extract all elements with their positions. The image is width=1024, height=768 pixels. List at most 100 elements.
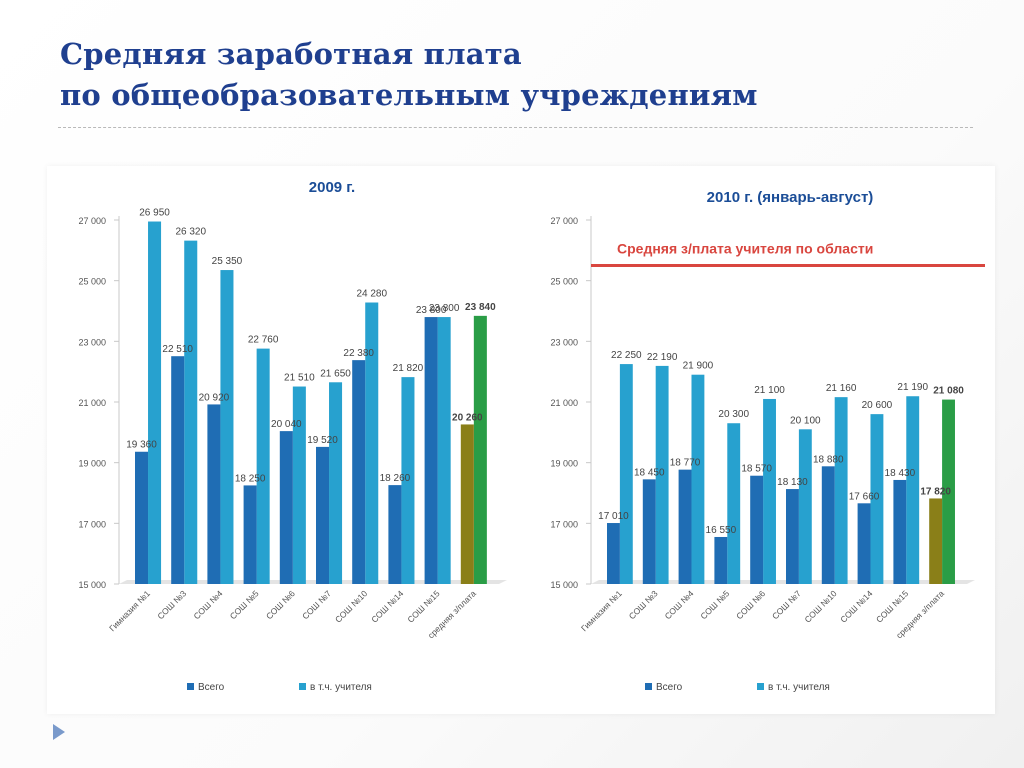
data-label-teachers-2009: 22 760 [248, 335, 279, 346]
bar-total-2009 [171, 356, 185, 584]
slide-title: Средняя заработная плата по общеобразова… [60, 34, 758, 116]
y-tick-label-2010: 15 000 [550, 580, 578, 590]
data-label-total-2010: 17 820 [920, 486, 951, 497]
data-label-teachers-2010: 22 190 [647, 352, 678, 363]
title-divider [58, 127, 973, 128]
data-label-teachers-2010: 21 100 [754, 385, 785, 396]
data-label-total-2009: 20 040 [271, 419, 302, 430]
bar-teachers-2010 [727, 423, 741, 584]
data-label-teachers-2010: 20 300 [718, 409, 749, 420]
data-label-teachers-2009: 24 280 [356, 289, 387, 300]
bar-teachers-2010 [691, 374, 705, 584]
data-label-teachers-2010: 20 600 [862, 400, 893, 411]
y-tick-label-2010: 19 000 [550, 459, 578, 469]
bar-total-2009 [279, 431, 293, 584]
y-tick-label-2009: 15 000 [78, 580, 106, 590]
bar-teachers-2010 [619, 364, 633, 584]
data-label-teachers-2009: 23 800 [429, 303, 460, 314]
category-label-2009: СОШ №6 [264, 588, 297, 621]
legend-label-total-2009: Всего [198, 682, 225, 693]
category-label-2009: СОШ №7 [300, 588, 333, 621]
data-label-total-2010: 16 550 [706, 525, 737, 536]
category-label-2010: СОШ №7 [770, 588, 803, 621]
bar-total-2010 [893, 479, 907, 584]
bar-teachers-2010 [655, 365, 669, 584]
bar-teachers-2010 [906, 396, 920, 584]
legend-label-teachers-2010: в т.ч. учителя [768, 682, 830, 693]
data-label-total-2010: 18 570 [741, 464, 772, 475]
bar-teachers-2009 [365, 302, 379, 584]
chart-title-2009: 2009 г. [309, 179, 355, 196]
y-tick-label-2009: 21 000 [78, 398, 106, 408]
data-label-teachers-2010: 21 190 [897, 382, 928, 393]
data-label-teachers-2010: 21 160 [826, 383, 857, 394]
bar-teachers-2009 [401, 377, 415, 584]
data-label-teachers-2009: 21 510 [284, 373, 315, 384]
bar-total-2010 [714, 536, 728, 584]
category-label-2009: СОШ №10 [333, 588, 369, 624]
legend-label-teachers-2009: в т.ч. учителя [310, 682, 372, 693]
category-label-2009: СОШ №15 [405, 588, 441, 624]
bar-total-2010 [929, 498, 943, 584]
bar-teachers-2009 [292, 386, 306, 584]
y-tick-label-2009: 27 000 [78, 216, 106, 226]
y-tick-label-2010: 25 000 [550, 277, 578, 287]
bar-teachers-2009 [184, 240, 198, 585]
title-line-1: Средняя заработная плата [60, 37, 522, 71]
bar-total-2009 [460, 424, 474, 584]
data-label-teachers-2009: 21 650 [320, 368, 351, 379]
category-label-2009: СОШ №5 [228, 588, 261, 621]
chart-title-2010: 2010 г. (январь-август) [707, 189, 874, 206]
y-tick-label-2010: 27 000 [550, 216, 578, 226]
bar-total-2010 [786, 489, 799, 584]
data-label-teachers-2009: 26 950 [139, 208, 170, 219]
data-label-total-2010: 18 450 [634, 467, 665, 478]
y-tick-label-2009: 23 000 [78, 337, 106, 347]
bar-total-2010 [821, 466, 835, 584]
bar-total-2010 [642, 479, 656, 584]
title-line-2: по общеобразовательным учреждениям [60, 78, 758, 112]
legend-swatch-total-2009 [187, 683, 194, 690]
category-label-2009: СОШ №14 [369, 588, 405, 624]
bar-total-2010 [857, 503, 871, 584]
y-tick-label-2010: 23 000 [550, 337, 578, 347]
bar-total-2009 [352, 360, 366, 584]
data-label-total-2009: 20 920 [199, 392, 230, 403]
data-label-total-2009: 22 510 [162, 344, 193, 355]
category-label-2009: СОШ №4 [192, 588, 225, 621]
data-label-total-2010: 17 010 [598, 511, 629, 522]
bar-teachers-2010 [763, 398, 776, 584]
bar-total-2010 [750, 475, 764, 584]
data-label-total-2010: 17 660 [849, 491, 880, 502]
data-label-teachers-2010: 20 100 [790, 415, 821, 426]
bar-total-2009 [207, 404, 221, 584]
legend-swatch-total-2010 [645, 683, 652, 690]
data-label-total-2010: 18 770 [670, 458, 701, 469]
data-label-total-2009: 20 260 [452, 412, 483, 423]
data-label-teachers-2009: 25 350 [212, 256, 243, 267]
y-tick-label-2010: 17 000 [550, 519, 578, 529]
data-label-total-2010: 18 880 [813, 454, 844, 465]
category-label-2009: СОШ №3 [155, 588, 188, 621]
bar-total-2009 [316, 446, 330, 584]
y-tick-label-2009: 25 000 [78, 277, 106, 287]
bar-total-2009 [424, 317, 438, 584]
bar-teachers-2010 [798, 429, 812, 584]
charts-panel: 2009 г. 27 000 25 000 23 000 21 000 19 000 17 … [47, 166, 995, 714]
bar-total-2009 [243, 485, 257, 584]
data-label-total-2009: 23 800 [416, 305, 447, 316]
y-tick-label-2009: 19 000 [78, 459, 106, 469]
category-label-2010: СОШ №14 [838, 588, 874, 624]
bar-teachers-2009 [220, 270, 234, 584]
triangle-right-icon[interactable] [52, 723, 66, 741]
category-label-2009: Гимназия №1 [107, 588, 152, 633]
data-label-teachers-2009: 26 320 [175, 227, 206, 238]
bar-teachers-2010 [942, 399, 955, 584]
legend-swatch-teachers-2009 [299, 683, 306, 690]
bar-teachers-2009 [437, 317, 451, 584]
data-label-total-2009: 18 250 [235, 473, 266, 484]
category-label-2010: СОШ №10 [802, 588, 838, 624]
bar-teachers-2010 [870, 414, 884, 584]
category-label-2010: СОШ №3 [627, 588, 660, 621]
bar-teachers-2010 [834, 397, 848, 584]
